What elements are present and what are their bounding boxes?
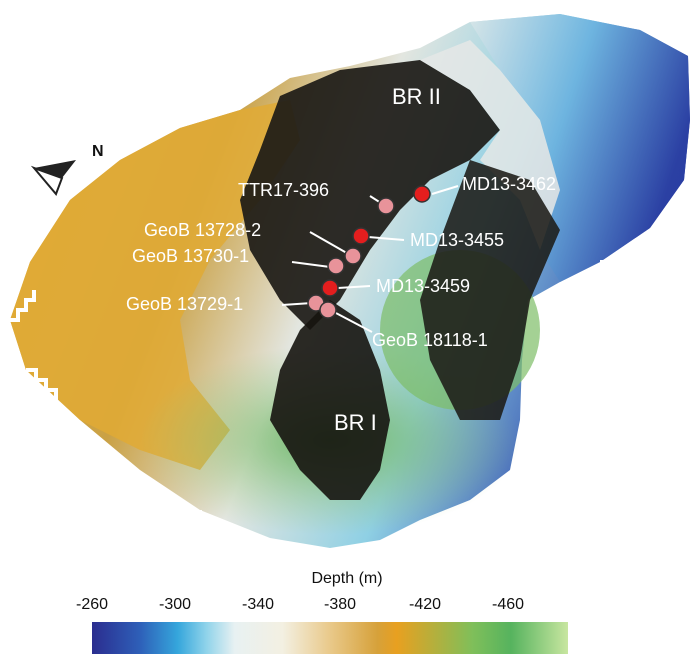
north-arrow-icon [30, 160, 76, 196]
ridge-br1 [270, 300, 390, 500]
site-label-geob-13729-1: GeoB 13729-1 [126, 294, 243, 314]
site-marker-ttr17-396[interactable] [377, 197, 395, 215]
site-marker-geob-13730-1[interactable] [327, 257, 345, 275]
site-markers [307, 185, 431, 319]
deep-east-area [470, 14, 690, 282]
colorbar-tick: -380 [323, 596, 357, 613]
site-marker-md13-3459[interactable] [321, 279, 339, 297]
colorbar-tick: -420 [408, 596, 442, 613]
ridge-br1-east [420, 160, 560, 420]
colorbar-title: Depth (m) [311, 570, 383, 587]
site-label-md13-3462: MD13-3462 [462, 174, 556, 194]
colorbar-tick: -460 [491, 596, 525, 613]
survey-edge-steps [10, 260, 620, 534]
ridge-label-br1: BR I [334, 410, 377, 435]
north-label: N [92, 143, 104, 160]
site-marker-geob-13728-2[interactable] [344, 247, 362, 265]
site-label-geob-13730-1: GeoB 13730-1 [132, 246, 249, 266]
colorbar-tick: -340 [241, 596, 275, 613]
site-label-geob-18118-1: GeoB 18118-1 [372, 330, 488, 350]
depth-colorbar [92, 622, 568, 654]
site-marker-md13-3462[interactable] [413, 185, 431, 203]
site-label-geob-13728-2: GeoB 13728-2 [144, 220, 261, 240]
site-label-md13-3459: MD13-3459 [376, 276, 470, 296]
colorbar-tick: -300 [158, 596, 192, 613]
ridge-br2 [240, 60, 500, 330]
colorbar-tick: -260 [75, 596, 109, 613]
site-label-ttr17-396: TTR17-396 [238, 180, 329, 200]
ridge-label-br2: BR II [392, 84, 441, 109]
leader-lines [281, 185, 459, 333]
site-marker-md13-3455[interactable] [352, 227, 370, 245]
site-label-md13-3455: MD13-3455 [410, 230, 504, 250]
site-marker-geob-18118-1[interactable] [319, 301, 337, 319]
western-plateau [10, 100, 300, 470]
